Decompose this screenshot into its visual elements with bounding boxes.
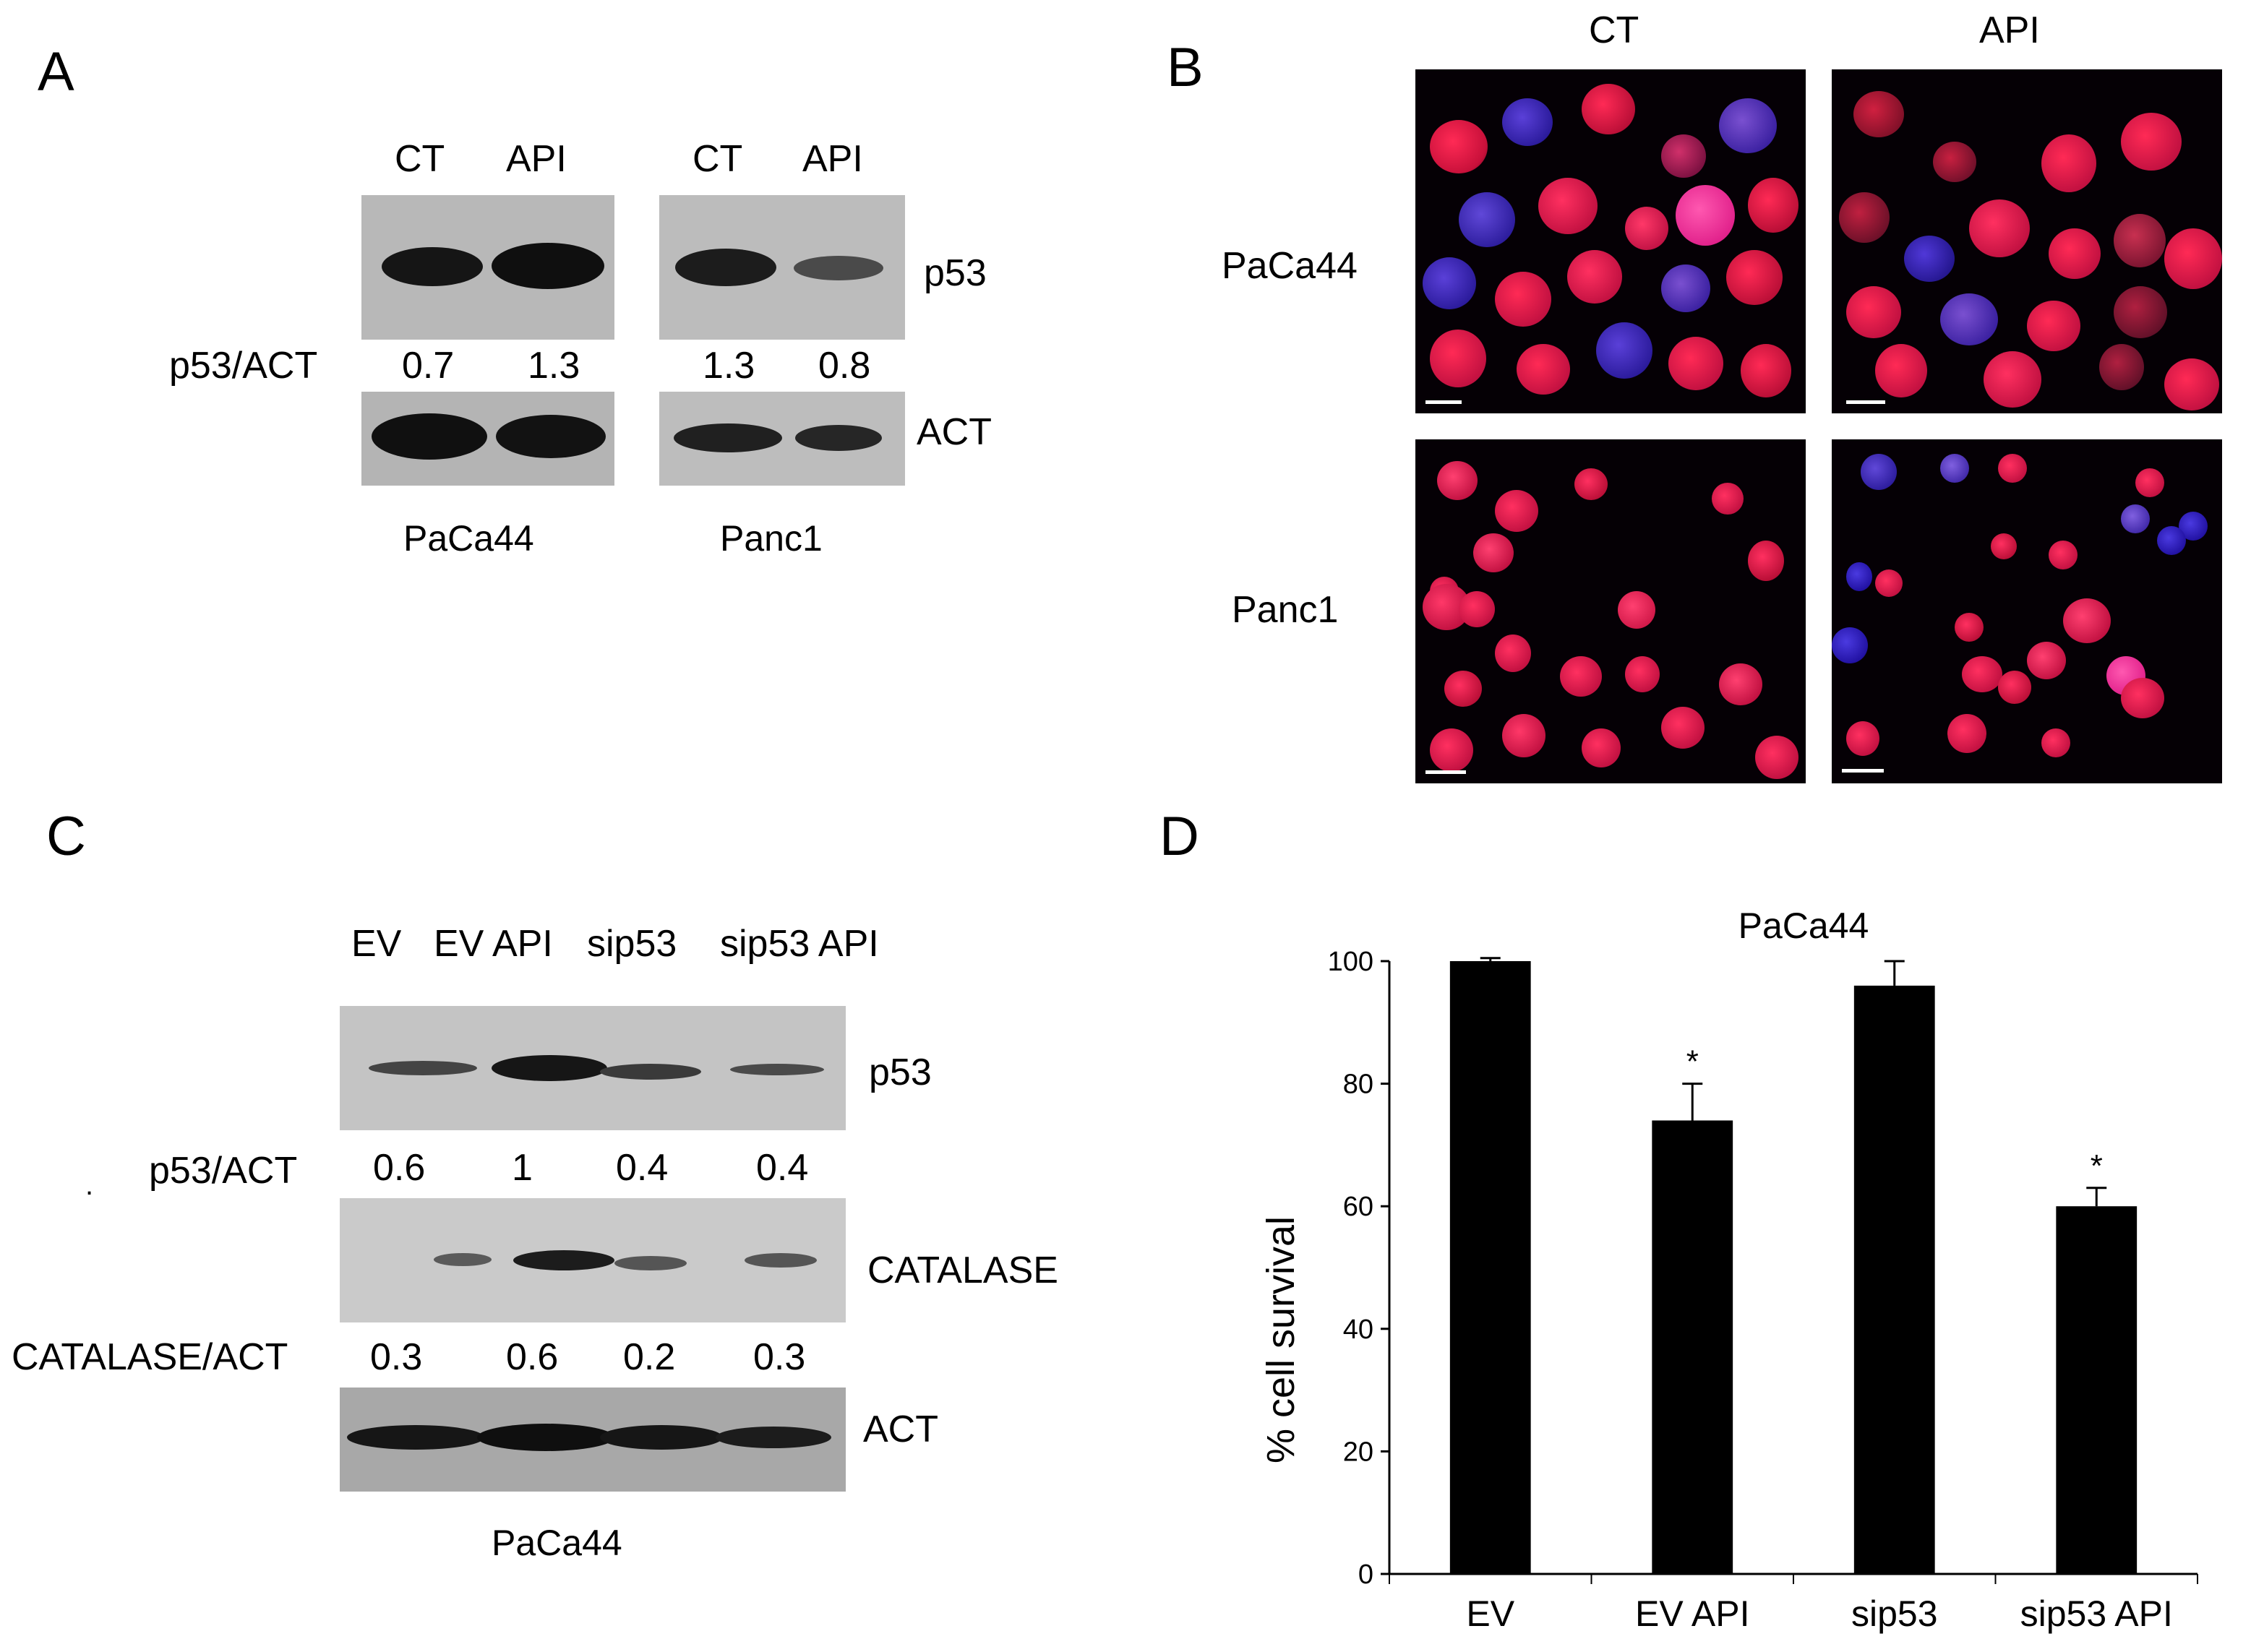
lane-label-c-sip53: sip53	[587, 923, 677, 965]
panel-letter-b: B	[1167, 37, 1204, 98]
blot-a-act-panc1	[659, 392, 905, 486]
row-label-c-catalase: CATALASE	[867, 1249, 1058, 1291]
chart-title: PaCa44	[1738, 905, 1869, 946]
ratio-c-p53-1: 0.6	[373, 1147, 426, 1189]
micrograph-paca44-ct	[1415, 69, 1806, 413]
lane-label-api-paca44: API	[506, 138, 567, 180]
ratio-c-p53-2: 1	[512, 1147, 533, 1189]
lane-label-c-sip53-api: sip53 API	[720, 923, 879, 965]
significance-marker: *	[1686, 1044, 1699, 1080]
ratio-c-catalase-2: 0.6	[506, 1336, 559, 1378]
cell-line-a-paca44: PaCa44	[403, 518, 534, 559]
ratio-c-p53-4: 0.4	[756, 1147, 809, 1189]
y-tick-label: 100	[1328, 947, 1373, 977]
row-label-a-act: ACT	[917, 411, 992, 453]
ratio-c-catalase-1: 0.3	[370, 1336, 423, 1378]
row-label-c-act: ACT	[863, 1408, 938, 1450]
blot-a-p53-panc1	[659, 195, 905, 340]
ratio-a-2: 1.3	[528, 345, 580, 387]
blot-c-p53	[340, 1006, 846, 1130]
cell-line-c: PaCa44	[492, 1523, 622, 1563]
panel-letter-a: A	[38, 41, 74, 103]
ratio-label-c-p53: p53/ACT	[149, 1150, 298, 1192]
blot-a-act-paca44	[361, 392, 614, 486]
bar-chart: PaCa44 % cell survival 0 20 40 60 80 100 EV EV…	[1259, 905, 2198, 1634]
lane-label-c-ev: EV	[351, 923, 402, 965]
x-tick-label: EV	[1466, 1593, 1514, 1634]
panel-letter-c: C	[46, 806, 86, 867]
ratio-a-1: 0.7	[402, 345, 455, 387]
significance-marker: *	[2091, 1148, 2103, 1184]
ratio-label-a: p53/ACT	[169, 345, 318, 387]
micrograph-paca44-api	[1832, 69, 2222, 413]
stray-dot: .	[85, 1169, 94, 1201]
bar-sip53-api	[2056, 1206, 2138, 1574]
ratio-c-catalase-3: 0.2	[623, 1336, 676, 1378]
blot-c-catalase	[340, 1198, 846, 1322]
blot-c-act	[340, 1388, 846, 1492]
ratio-c-p53-3: 0.4	[616, 1147, 669, 1189]
column-label-ct: CT	[1589, 9, 1639, 51]
y-axis-label: % cell survival	[1259, 1216, 1303, 1463]
ratio-a-3: 1.3	[703, 345, 755, 387]
bar-ev	[1449, 961, 1531, 1574]
x-tick-label: sip53 API	[2020, 1593, 2173, 1634]
cell-line-a-panc1: Panc1	[720, 518, 823, 559]
micrograph-panc1-ct	[1415, 439, 1806, 783]
panel-letter-d: D	[1159, 806, 1199, 867]
y-tick-label: 20	[1343, 1437, 1373, 1467]
x-tick-label: sip53	[1851, 1593, 1938, 1634]
column-label-api: API	[1979, 9, 2040, 51]
y-tick-label: 0	[1358, 1559, 1373, 1590]
bar-sip53	[1853, 985, 1935, 1574]
y-tick-label: 60	[1343, 1192, 1373, 1222]
lane-label-ct-paca44: CT	[395, 138, 445, 180]
micrograph-panc1-api	[1832, 439, 2222, 783]
ratio-label-c-catalase: CATALASE/ACT	[12, 1336, 288, 1378]
lane-label-c-ev-api: EV API	[434, 923, 553, 965]
row-label-b-paca44: PaCa44	[1222, 245, 1358, 287]
ratio-c-catalase-4: 0.3	[753, 1336, 806, 1378]
ratio-a-4: 0.8	[818, 345, 871, 387]
bar-ev-api	[1652, 1120, 1733, 1574]
row-label-b-panc1: Panc1	[1232, 589, 1339, 631]
y-tick-label: 80	[1343, 1070, 1373, 1100]
lane-label-api-panc1: API	[802, 138, 863, 180]
x-tick-label: EV API	[1635, 1593, 1749, 1634]
row-label-a-p53: p53	[924, 252, 987, 294]
y-tick-label: 40	[1343, 1315, 1373, 1345]
lane-label-ct-panc1: CT	[693, 138, 743, 180]
blot-a-p53-paca44	[361, 195, 614, 340]
row-label-c-p53: p53	[869, 1051, 932, 1093]
